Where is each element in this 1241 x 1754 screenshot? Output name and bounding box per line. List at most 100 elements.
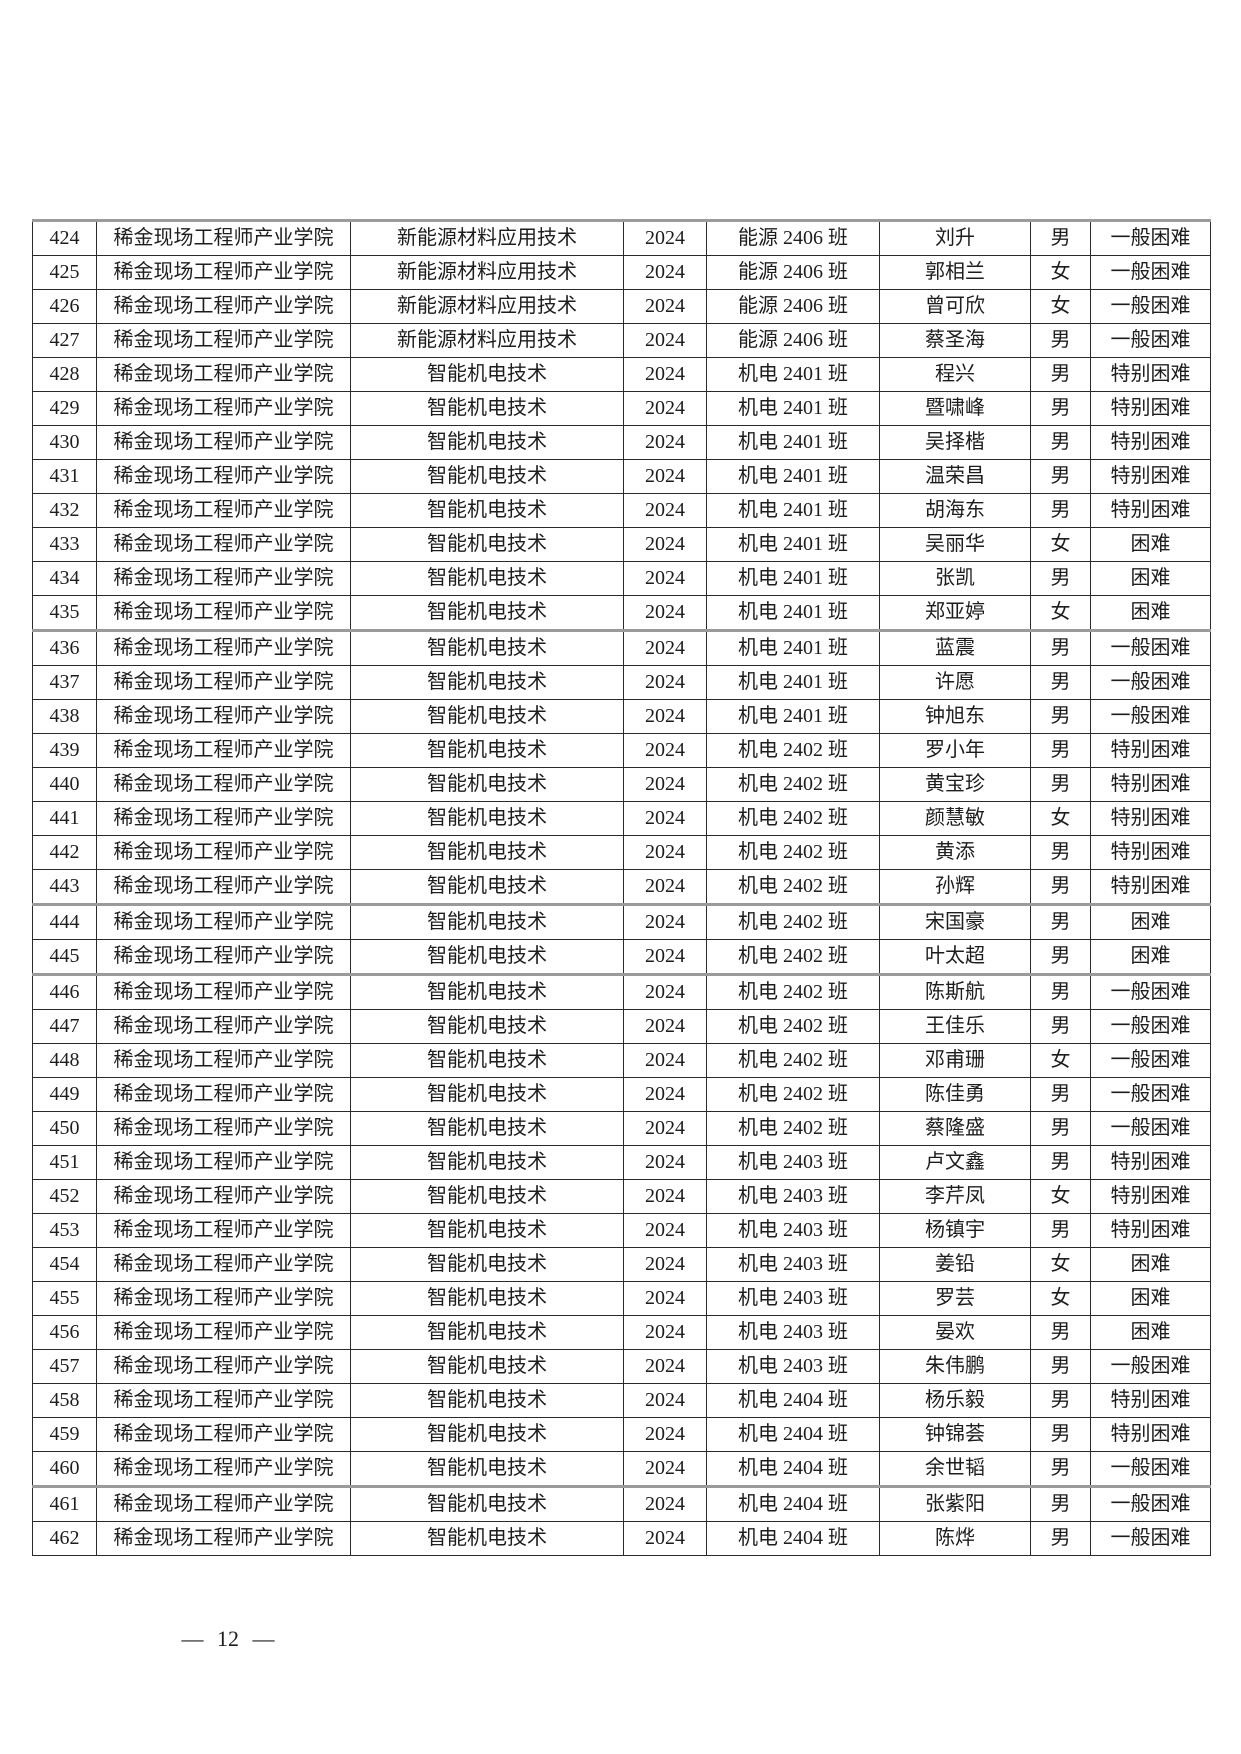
cell-college: 稀金现场工程师产业学院	[96, 1009, 351, 1044]
cell-class: 机电 2402 班	[706, 904, 880, 940]
cell-major: 智能机电技术	[350, 1451, 624, 1488]
cell-gender: 男	[1030, 561, 1091, 596]
cell-gender: 女	[1030, 1247, 1091, 1282]
cell-level: 困难	[1090, 595, 1211, 632]
cell-class: 机电 2402 班	[706, 869, 880, 906]
cell-level: 困难	[1090, 1247, 1211, 1282]
cell-gender: 男	[1030, 425, 1091, 460]
cell-major: 新能源材料应用技术	[350, 323, 624, 358]
table-row: 444 稀金现场工程师产业学院 智能机电技术 2024 机电 2402 班宋国豪男困难	[32, 904, 1211, 940]
cell-major: 智能机电技术	[350, 561, 624, 596]
cell-no: 449	[32, 1077, 97, 1112]
cell-name: 朱伟鹏	[879, 1349, 1031, 1384]
cell-no: 440	[32, 767, 97, 802]
cell-no: 446	[32, 974, 97, 1010]
cell-no: 455	[32, 1281, 97, 1316]
cell-college: 稀金现场工程师产业学院	[96, 425, 351, 460]
cell-gender: 男	[1030, 1213, 1091, 1248]
cell-name: 许愿	[879, 665, 1031, 700]
cell-year: 2024	[623, 323, 707, 358]
cell-major: 智能机电技术	[350, 1009, 624, 1044]
table-row: 453 稀金现场工程师产业学院 智能机电技术 2024 机电 2403 班杨镇宇男特别困…	[32, 1213, 1211, 1248]
cell-class: 机电 2401 班	[706, 595, 880, 632]
cell-gender: 男	[1030, 939, 1091, 976]
cell-gender: 男	[1030, 1145, 1091, 1180]
cell-major: 智能机电技术	[350, 1145, 624, 1180]
cell-no: 450	[32, 1111, 97, 1146]
cell-class: 机电 2403 班	[706, 1349, 880, 1384]
cell-no: 438	[32, 699, 97, 734]
cell-year: 2024	[623, 391, 707, 426]
cell-year: 2024	[623, 1281, 707, 1316]
cell-name: 蓝震	[879, 630, 1031, 666]
table-body: 424 稀金现场工程师产业学院 新能源材料应用技术 2024 能源 2406 班刘升男一…	[32, 219, 1211, 1556]
cell-class: 能源 2406 班	[706, 289, 880, 324]
cell-class: 机电 2403 班	[706, 1213, 880, 1248]
cell-year: 2024	[623, 1349, 707, 1384]
cell-gender: 男	[1030, 1383, 1091, 1418]
cell-no: 433	[32, 527, 97, 562]
cell-level: 困难	[1090, 527, 1211, 562]
table-row: 431 稀金现场工程师产业学院 智能机电技术 2024 机电 2401 班温荣昌男特别困…	[32, 459, 1211, 494]
cell-no: 427	[32, 323, 97, 358]
cell-level: 一般困难	[1090, 1451, 1211, 1488]
cell-level: 特别困难	[1090, 425, 1211, 460]
cell-year: 2024	[623, 289, 707, 324]
cell-name: 张紫阳	[879, 1486, 1031, 1522]
cell-no: 434	[32, 561, 97, 596]
cell-college: 稀金现场工程师产业学院	[96, 561, 351, 596]
cell-level: 困难	[1090, 939, 1211, 976]
cell-no: 437	[32, 665, 97, 700]
cell-level: 特别困难	[1090, 1179, 1211, 1214]
cell-class: 机电 2402 班	[706, 767, 880, 802]
cell-level: 特别困难	[1090, 357, 1211, 392]
table-row: 437 稀金现场工程师产业学院 智能机电技术 2024 机电 2401 班许愿男一般困难	[32, 665, 1211, 700]
cell-college: 稀金现场工程师产业学院	[96, 835, 351, 870]
cell-level: 特别困难	[1090, 767, 1211, 802]
cell-major: 智能机电技术	[350, 733, 624, 768]
cell-major: 智能机电技术	[350, 939, 624, 976]
cell-major: 智能机电技术	[350, 1417, 624, 1452]
cell-major: 智能机电技术	[350, 1043, 624, 1078]
cell-year: 2024	[623, 1486, 707, 1522]
cell-class: 机电 2402 班	[706, 1111, 880, 1146]
cell-name: 陈佳勇	[879, 1077, 1031, 1112]
cell-gender: 男	[1030, 767, 1091, 802]
cell-no: 448	[32, 1043, 97, 1078]
cell-name: 杨乐毅	[879, 1383, 1031, 1418]
cell-class: 机电 2402 班	[706, 733, 880, 768]
table-row: 434 稀金现场工程师产业学院 智能机电技术 2024 机电 2401 班张凯男困难	[32, 561, 1211, 596]
cell-year: 2024	[623, 1009, 707, 1044]
cell-class: 机电 2402 班	[706, 1043, 880, 1078]
cell-no: 439	[32, 733, 97, 768]
cell-level: 一般困难	[1090, 323, 1211, 358]
cell-level: 特别困难	[1090, 1383, 1211, 1418]
cell-year: 2024	[623, 1521, 707, 1556]
table-row: 440 稀金现场工程师产业学院 智能机电技术 2024 机电 2402 班黄宝珍男特别困…	[32, 767, 1211, 802]
table-row: 454 稀金现场工程师产业学院 智能机电技术 2024 机电 2403 班姜铅女困难	[32, 1247, 1211, 1282]
cell-name: 吴择楷	[879, 425, 1031, 460]
cell-gender: 男	[1030, 1111, 1091, 1146]
cell-class: 机电 2401 班	[706, 630, 880, 666]
cell-level: 特别困难	[1090, 391, 1211, 426]
cell-name: 张凯	[879, 561, 1031, 596]
cell-class: 机电 2401 班	[706, 665, 880, 700]
cell-college: 稀金现场工程师产业学院	[96, 1281, 351, 1316]
cell-name: 黄宝珍	[879, 767, 1031, 802]
cell-level: 特别困难	[1090, 1145, 1211, 1180]
cell-year: 2024	[623, 699, 707, 734]
cell-class: 机电 2402 班	[706, 1077, 880, 1112]
table-row: 447 稀金现场工程师产业学院 智能机电技术 2024 机电 2402 班王佳乐男一般困…	[32, 1009, 1211, 1044]
cell-name: 孙辉	[879, 869, 1031, 906]
cell-name: 余世韬	[879, 1451, 1031, 1488]
cell-year: 2024	[623, 1451, 707, 1488]
cell-level: 一般困难	[1090, 699, 1211, 734]
cell-year: 2024	[623, 869, 707, 906]
cell-major: 智能机电技术	[350, 869, 624, 906]
table-row: 451 稀金现场工程师产业学院 智能机电技术 2024 机电 2403 班卢文鑫男特别困…	[32, 1145, 1211, 1180]
cell-name: 姜铅	[879, 1247, 1031, 1282]
cell-major: 智能机电技术	[350, 1179, 624, 1214]
cell-gender: 男	[1030, 357, 1091, 392]
cell-name: 陈烨	[879, 1521, 1031, 1556]
